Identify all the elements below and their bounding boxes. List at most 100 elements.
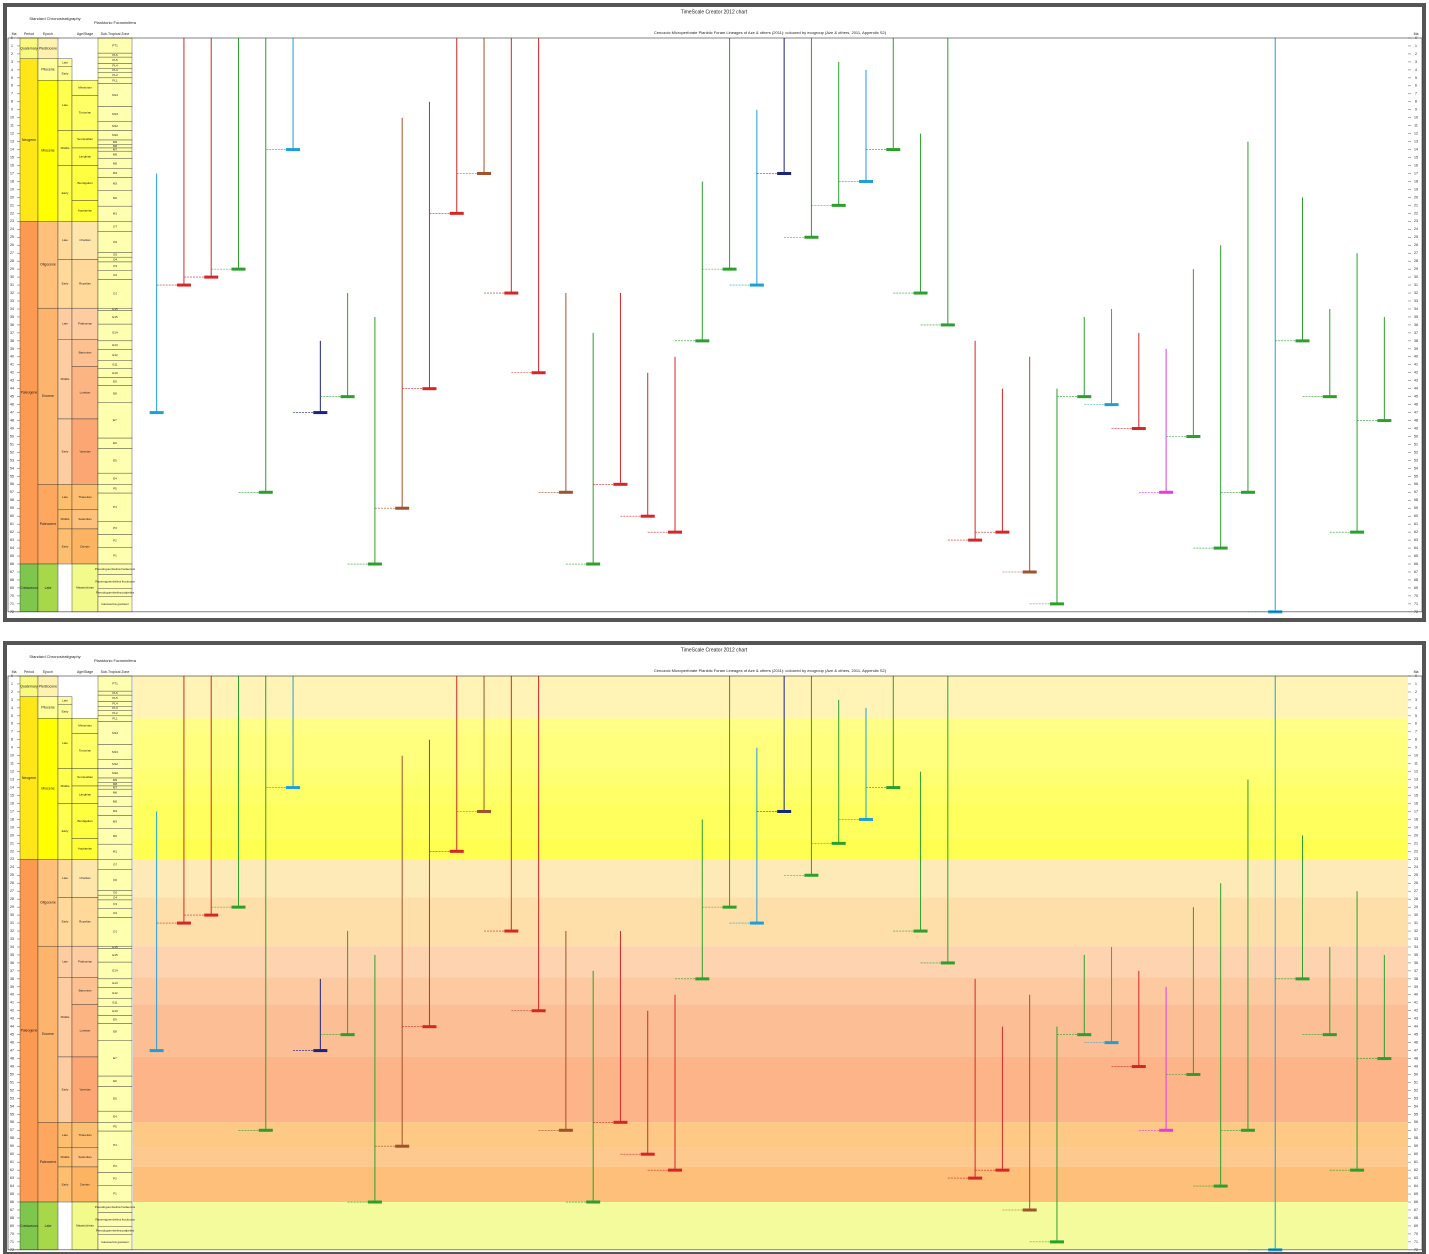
time-unit-label: O7 <box>113 862 117 866</box>
tick-label: 49 <box>10 426 14 430</box>
time-unit-label: Chattian <box>79 238 91 242</box>
tick-label: 8 <box>1415 738 1417 742</box>
lineage-origin <box>722 905 737 909</box>
tick-label: 2 <box>11 52 13 56</box>
timescale-panel: TimeScale Creator 2012 chart Cenozoic Mic… <box>3 3 1426 622</box>
time-unit-label: PL3 <box>112 706 118 710</box>
tick-label: 54 <box>10 1104 14 1108</box>
background-band <box>133 897 1408 947</box>
time-unit-label: M10 <box>112 133 118 137</box>
tick-label: 19 <box>10 825 14 829</box>
tick-label: 3 <box>1415 698 1417 702</box>
tick-label: 20 <box>10 195 14 199</box>
tick-label: 7 <box>11 730 13 734</box>
lineage-origin <box>777 809 792 813</box>
tick-label: 26 <box>10 243 14 247</box>
tick-label: 50 <box>1414 1072 1418 1076</box>
time-unit-label: PL5 <box>112 696 118 700</box>
time-unit-label: M2 <box>113 834 117 838</box>
lineage-origin <box>149 1049 164 1053</box>
tick-label: 19 <box>1414 187 1418 191</box>
tick-label: 68 <box>1414 1216 1418 1220</box>
tick-label: 17 <box>10 171 14 175</box>
tick-label: 62 <box>1414 1168 1418 1172</box>
tick-label: 39 <box>1414 347 1418 351</box>
time-unit-label: Late <box>62 495 68 499</box>
tick-label: 9 <box>11 108 13 112</box>
time-unit-label: PT1 <box>112 43 118 47</box>
lineage-origin <box>204 913 219 917</box>
tick-label: 25 <box>1414 235 1418 239</box>
time-unit-label: O1 <box>113 930 117 934</box>
lineage-origin <box>1159 490 1174 494</box>
time-unit-label: P5 <box>113 487 117 491</box>
tick-label: 44 <box>1414 387 1418 391</box>
lineage-origin <box>422 1025 437 1029</box>
time-unit-label: Maastrichtian <box>76 586 94 590</box>
tick-label: 17 <box>1414 171 1418 175</box>
tick-label: 24 <box>10 227 14 231</box>
lineage-origin <box>995 1168 1010 1172</box>
time-unit-label: E15 <box>112 315 118 319</box>
tick-label: 33 <box>1414 299 1418 303</box>
tick-label: 26 <box>1414 243 1418 247</box>
time-unit-label: E10 <box>112 1009 118 1013</box>
lineage-origin <box>831 203 846 207</box>
tick-label: 69 <box>1414 586 1418 590</box>
tick-label: 61 <box>10 522 14 526</box>
tick-label: 27 <box>1414 889 1418 893</box>
time-unit-label: Lutetian <box>80 1028 91 1032</box>
time-unit <box>71 733 99 769</box>
time-unit-label: Late <box>62 699 68 703</box>
tick-label: 67 <box>10 570 14 574</box>
lineage-origin <box>1350 1168 1365 1172</box>
lineage-origin <box>1077 1033 1092 1037</box>
lineage-origin <box>695 339 710 343</box>
tick-label: 53 <box>10 1096 14 1100</box>
lineage-origin <box>231 267 246 271</box>
tick-label: 36 <box>1414 961 1418 965</box>
lineage-origin <box>313 411 328 415</box>
lineage-origin <box>1131 1065 1146 1069</box>
tick-label: 33 <box>10 937 14 941</box>
time-unit-label: Ypresian <box>79 1087 91 1091</box>
tick-label: 14 <box>10 148 14 152</box>
time-unit-label: M5 <box>113 161 117 165</box>
lineage-origin <box>1322 395 1337 399</box>
time-unit-label: Middle <box>61 377 70 381</box>
time-unit-label: M2 <box>113 196 117 200</box>
tick-label: 66 <box>10 562 14 566</box>
lineage-origin <box>668 1168 683 1172</box>
tick-label: 70 <box>1414 1232 1418 1236</box>
tick-label: 62 <box>1414 530 1418 534</box>
time-unit-label: Cretaceous <box>20 1224 38 1228</box>
tick-label: 28 <box>1414 897 1418 901</box>
tick-label: 24 <box>1414 227 1418 231</box>
lineage-origin <box>1077 395 1092 399</box>
tick-label: 22 <box>10 849 14 853</box>
tick-label: 7 <box>1415 92 1417 96</box>
tick-label: 29 <box>10 905 14 909</box>
tick-label: 45 <box>1414 395 1418 399</box>
tick-label: 7 <box>11 92 13 96</box>
tick-label: 54 <box>10 466 14 470</box>
tick-label: 25 <box>10 235 14 239</box>
tick-label: 63 <box>10 1176 14 1180</box>
lineage-origin <box>477 171 492 175</box>
lineage-origin <box>1186 435 1201 438</box>
time-unit-label: Late <box>45 586 52 590</box>
lineage-origin <box>640 514 655 518</box>
time-unit-label: Racemiguembelina fructicosa <box>95 1217 135 1221</box>
lineage-origin <box>1186 1073 1201 1076</box>
time-unit-label: Burdigalian <box>77 819 92 823</box>
lineage-origin <box>558 490 573 494</box>
lineage-origin <box>1295 339 1310 343</box>
lineage-origin <box>286 786 301 790</box>
lineage-origin <box>422 387 437 391</box>
background-band <box>133 859 1408 898</box>
tick-label: 52 <box>1414 1088 1418 1092</box>
tick-label: 37 <box>1414 331 1418 335</box>
lineage-origin <box>231 905 246 909</box>
tick-label: 65 <box>1414 554 1418 558</box>
tick-label: 1 <box>1415 44 1417 48</box>
